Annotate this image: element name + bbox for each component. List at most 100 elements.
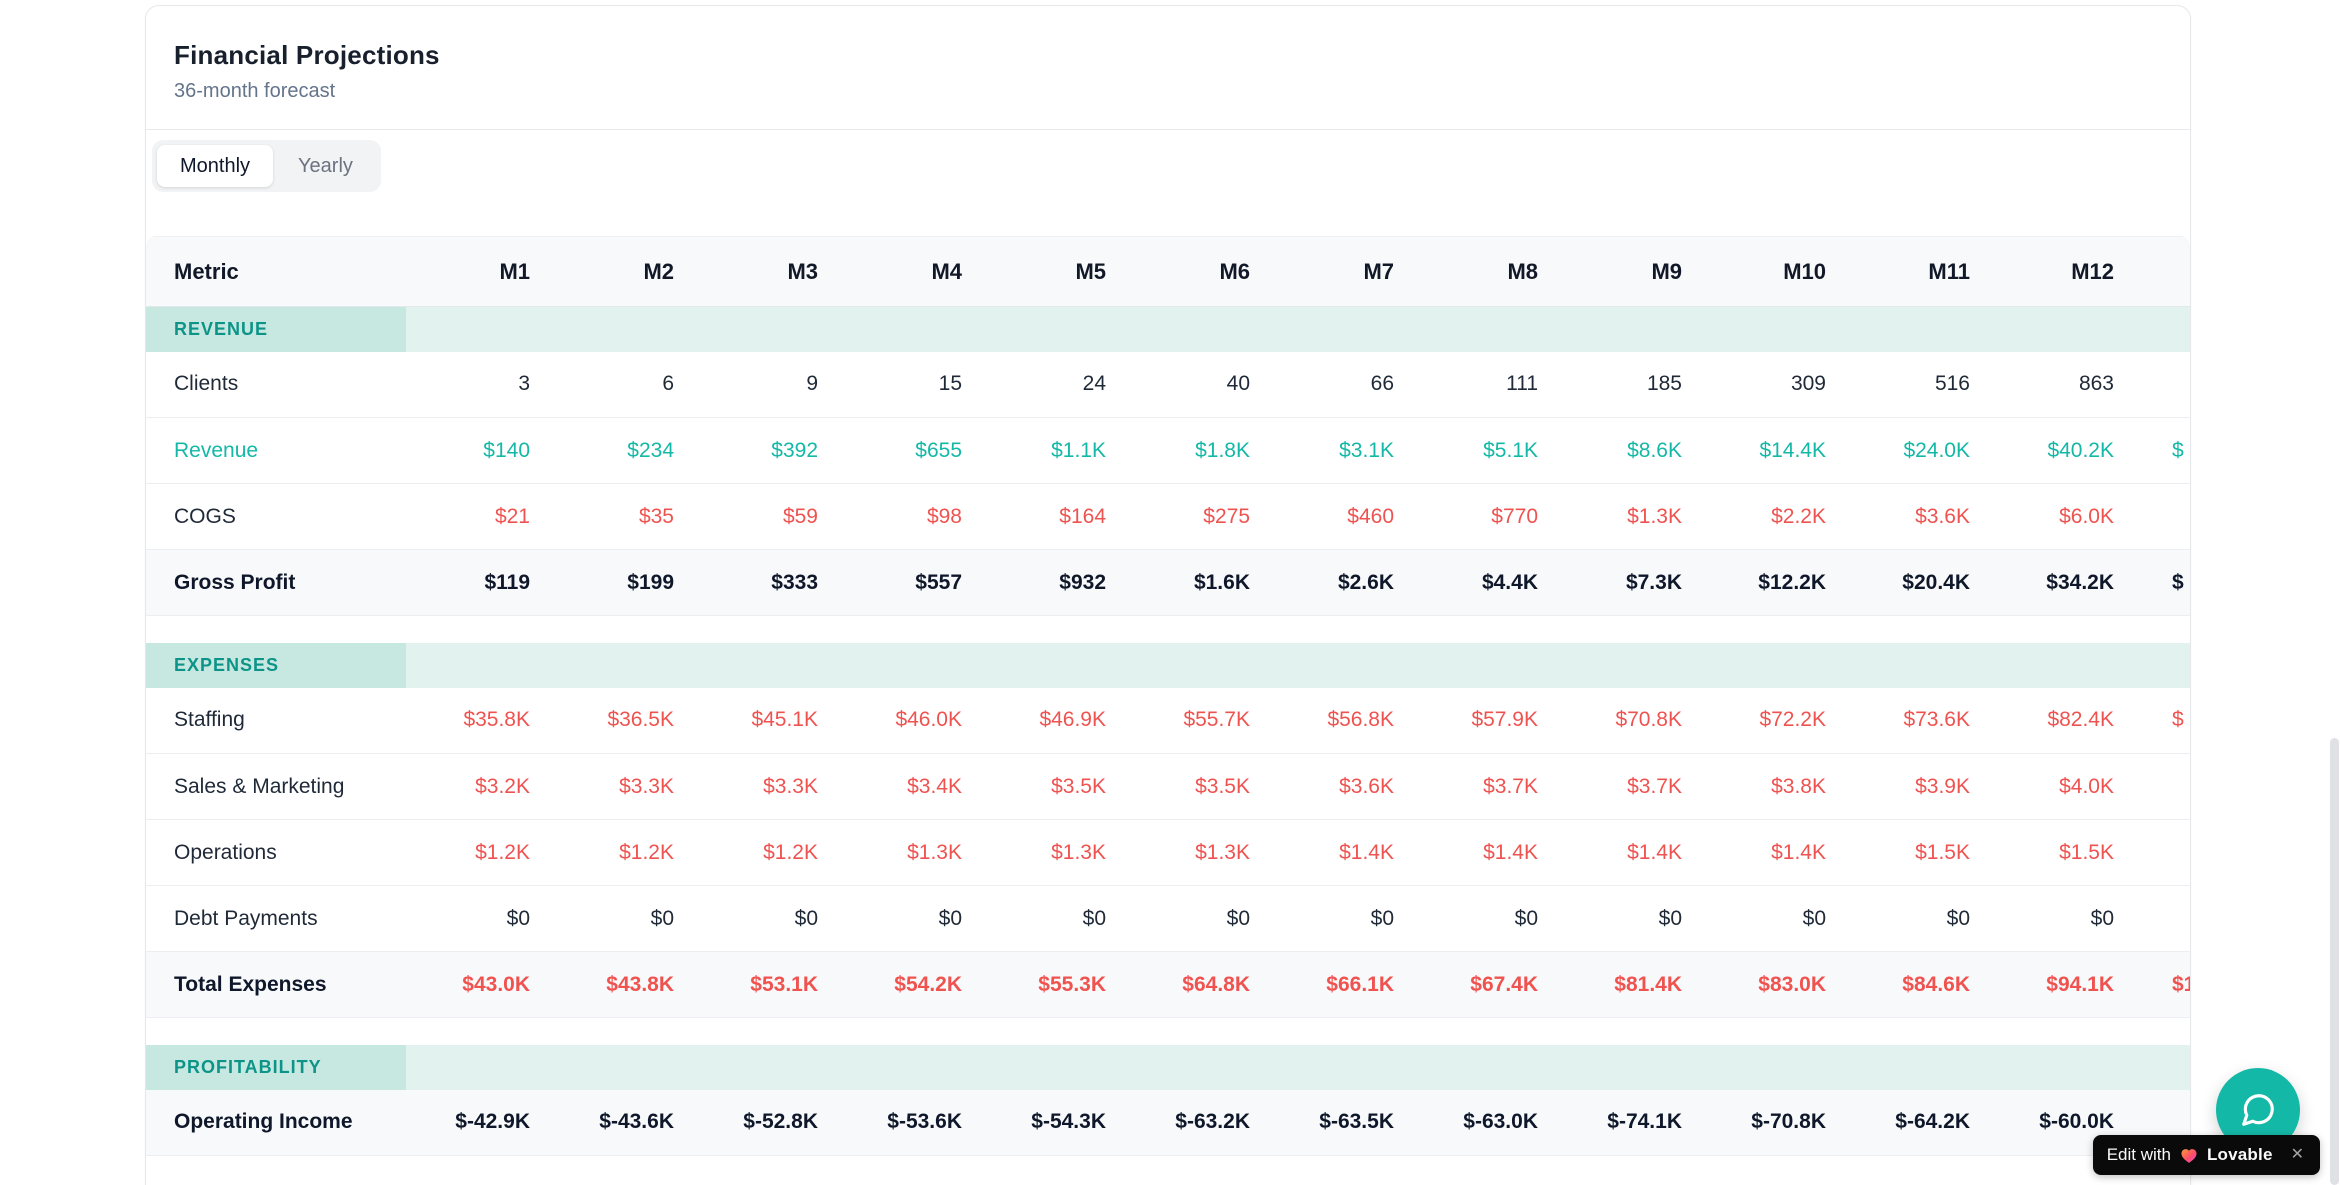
metric-cell-total-expenses: Total Expenses	[146, 951, 406, 1018]
metric-cell-operating-income: Operating Income	[146, 1089, 406, 1156]
column-header-m10: M10	[1702, 236, 1846, 307]
value-cell: $34.2K	[1990, 549, 2134, 616]
card-header: Financial Projections 36-month forecast	[146, 6, 2190, 130]
overflow-value-cell: $1	[2134, 951, 2190, 1018]
metric-cell-staffing: Staffing	[146, 687, 406, 754]
value-cell: 516	[1846, 351, 1990, 418]
row-clients: Clients 3 6 9 15 24 40 66 111 185 309 516 863	[146, 351, 2190, 418]
value-cell: $8.6K	[1558, 417, 1702, 484]
row-staffing: Staffing $35.8K $36.5K $45.1K $46.0K $46.9K $5…	[146, 687, 2190, 754]
overflow-value-cell	[2134, 819, 2190, 886]
section-row-revenue: REVENUE	[146, 306, 2190, 352]
value-cell: $-42.9K	[406, 1089, 550, 1156]
value-cell: $1.6K	[1126, 549, 1270, 616]
column-header-m6: M6	[1126, 236, 1270, 307]
value-cell: 6	[550, 351, 694, 418]
spacer-cell	[146, 1017, 2190, 1045]
section-row-fill	[406, 1044, 2190, 1090]
value-cell: $-63.0K	[1414, 1089, 1558, 1156]
value-cell: $43.0K	[406, 951, 550, 1018]
column-header-m9: M9	[1558, 236, 1702, 307]
tabs-area: Monthly Yearly	[146, 130, 2190, 192]
badge-close-button[interactable]: ✕	[2290, 1146, 2304, 1163]
value-cell: $64.8K	[1126, 951, 1270, 1018]
value-cell: 9	[694, 351, 838, 418]
value-cell: $67.4K	[1414, 951, 1558, 1018]
value-cell: $1.5K	[1990, 819, 2134, 886]
value-cell: 111	[1414, 351, 1558, 418]
value-cell: $3.7K	[1558, 753, 1702, 820]
value-cell: $4.4K	[1414, 549, 1558, 616]
column-header-m11: M11	[1846, 236, 1990, 307]
column-header-m3: M3	[694, 236, 838, 307]
value-cell: $1.1K	[982, 417, 1126, 484]
value-cell: $72.2K	[1702, 687, 1846, 754]
value-cell: $0	[1702, 885, 1846, 952]
value-cell: $3.6K	[1846, 483, 1990, 550]
value-cell: $-54.3K	[982, 1089, 1126, 1156]
value-cell: $40.2K	[1990, 417, 2134, 484]
overflow-value-cell	[2134, 351, 2190, 418]
value-cell: $0	[838, 885, 982, 952]
value-cell: $0	[1270, 885, 1414, 952]
spacer-row	[146, 615, 2190, 643]
value-cell: $4.0K	[1990, 753, 2134, 820]
value-cell: $557	[838, 549, 982, 616]
metric-cell-operations: Operations	[146, 819, 406, 886]
value-cell: $-64.2K	[1846, 1089, 1990, 1156]
value-cell: $94.1K	[1990, 951, 2134, 1018]
value-cell: $3.9K	[1846, 753, 1990, 820]
value-cell: $35.8K	[406, 687, 550, 754]
overflow-value-cell	[2134, 753, 2190, 820]
value-cell: $20.4K	[1846, 549, 1990, 616]
value-cell: $0	[1414, 885, 1558, 952]
row-cogs: COGS $21 $35 $59 $98 $164 $275 $460 $770 $1.3K $2.…	[146, 483, 2190, 550]
value-cell: 3	[406, 351, 550, 418]
value-cell: $3.7K	[1414, 753, 1558, 820]
value-cell: $1.2K	[550, 819, 694, 886]
value-cell: $45.1K	[694, 687, 838, 754]
tab-yearly[interactable]: Yearly	[275, 145, 376, 187]
value-cell: $0	[694, 885, 838, 952]
value-cell: $-70.8K	[1702, 1089, 1846, 1156]
value-cell: $0	[1846, 885, 1990, 952]
value-cell: $0	[1126, 885, 1270, 952]
value-cell: $199	[550, 549, 694, 616]
tab-monthly[interactable]: Monthly	[157, 145, 274, 187]
value-cell: $73.6K	[1846, 687, 1990, 754]
badge-brand-label: Lovable	[2206, 1145, 2273, 1164]
value-cell: $3.5K	[1126, 753, 1270, 820]
value-cell: 24	[982, 351, 1126, 418]
page-subtitle: 36-month forecast	[174, 80, 336, 102]
row-gross-profit: Gross Profit $119 $199 $333 $557 $932 $1.6K $2.…	[146, 549, 2190, 616]
value-cell: $7.3K	[1558, 549, 1702, 616]
value-cell: $1.3K	[982, 819, 1126, 886]
lovable-badge[interactable]: Edit with Lovable ✕	[2092, 1135, 2320, 1175]
page-title: Financial Projections	[174, 40, 440, 70]
value-cell: $2.2K	[1702, 483, 1846, 550]
overflow-value-cell: $	[2134, 549, 2190, 616]
value-cell: $333	[694, 549, 838, 616]
value-cell: $0	[550, 885, 694, 952]
scrollbar[interactable]	[2330, 738, 2339, 1185]
value-cell: $0	[1990, 885, 2134, 952]
value-cell: $932	[982, 549, 1126, 616]
value-cell: $55.7K	[1126, 687, 1270, 754]
section-row-fill	[406, 642, 2190, 688]
value-cell: $460	[1270, 483, 1414, 550]
value-cell: $55.3K	[982, 951, 1126, 1018]
value-cell: 309	[1702, 351, 1846, 418]
spacer-row	[146, 1017, 2190, 1045]
value-cell: $12.2K	[1702, 549, 1846, 616]
value-cell: $3.5K	[982, 753, 1126, 820]
section-label-profitability: PROFITABILITY	[146, 1044, 406, 1090]
overflow-value-cell	[2134, 885, 2190, 952]
value-cell: $0	[982, 885, 1126, 952]
value-cell: $1.2K	[694, 819, 838, 886]
section-label-expenses: EXPENSES	[146, 642, 406, 688]
section-row-expenses: EXPENSES	[146, 642, 2190, 688]
value-cell: $234	[550, 417, 694, 484]
value-cell: $140	[406, 417, 550, 484]
value-cell: 40	[1126, 351, 1270, 418]
value-cell: $82.4K	[1990, 687, 2134, 754]
